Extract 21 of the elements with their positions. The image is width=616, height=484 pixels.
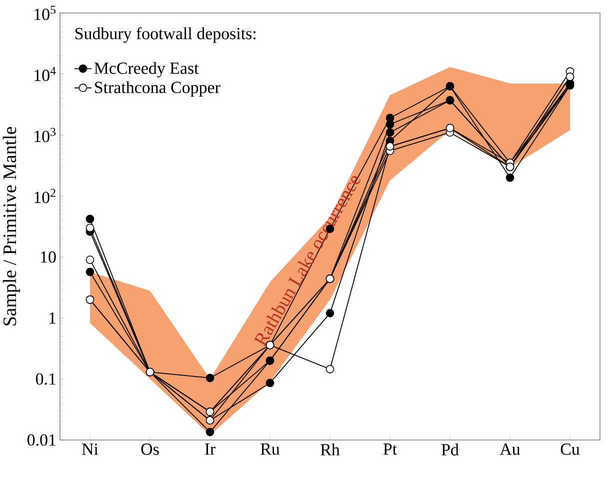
y-tick-label: 1 xyxy=(49,312,56,324)
x-tick-label: Cu xyxy=(560,444,580,455)
y-tick-label: 0.01 xyxy=(27,434,56,446)
x-tick-label: Au xyxy=(500,444,520,455)
legend-label: Strathcona Copper xyxy=(95,81,220,97)
y-axis-title: Sample / Primitive Mantle xyxy=(2,126,20,326)
x-tick-label: Ir xyxy=(204,444,216,455)
x-tick-label: Ni xyxy=(82,444,98,455)
y-tick-label: 0.1 xyxy=(36,373,56,385)
x-tick-label: Rh xyxy=(320,444,340,456)
x-tick-label: Pd xyxy=(442,444,459,456)
y-tick-label: 10$^{4}$ xyxy=(34,66,56,82)
x-tick-label: Ru xyxy=(260,444,280,455)
y-tick-label: 10$^{2}$ xyxy=(34,188,56,204)
legend-title: Sudbury footwall deposits: xyxy=(75,27,256,43)
y-tick-label: 10$^{3}$ xyxy=(34,128,56,142)
x-tick-label: Pt xyxy=(383,444,397,455)
x-tick-label: Os xyxy=(141,444,159,455)
y-tick-label: 10$^{5}$ xyxy=(34,6,56,20)
legend-label: McCreedy East xyxy=(94,62,199,78)
y-tick-label: 10 xyxy=(41,251,56,263)
